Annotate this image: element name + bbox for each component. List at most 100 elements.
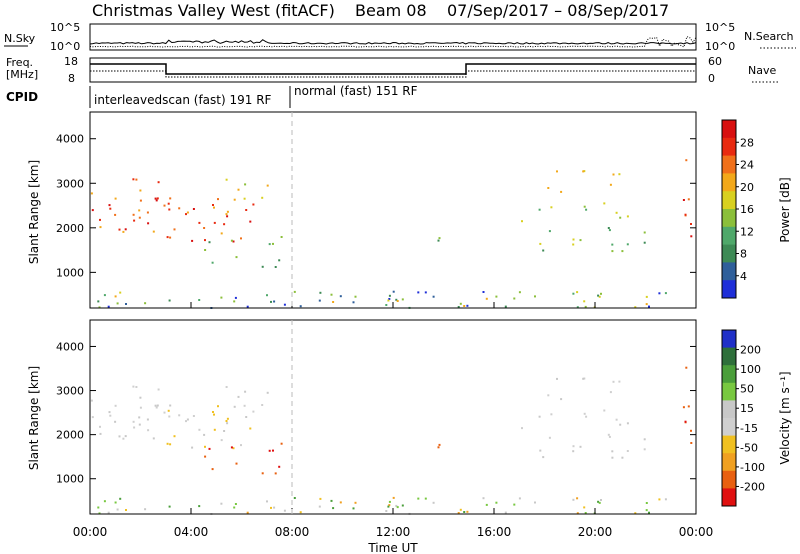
power-cell [244,183,247,186]
power-cell [634,306,637,309]
velocity-colorbar: 200 100 50 15 -15 -50 -100 -200 [721,329,765,507]
velocity-cell [146,418,149,421]
velocity-cell [198,505,201,508]
power-colorbar-swatch [722,155,736,174]
freq-line [90,63,696,75]
velocity-cell [643,448,646,451]
velocity-cell [266,500,268,503]
velocity-cell [513,503,516,506]
velocity-colorbar-tick: 15 [740,402,754,415]
power-cell [220,232,223,235]
power-cell [385,304,388,306]
power-cell [203,227,206,229]
velocity-cell [504,511,507,514]
power-colorbar-swatch [722,209,736,228]
power-cell [225,178,228,181]
velocity-colorbar-swatch [722,435,736,454]
velocity-cell [438,443,441,446]
nsky-tick-top: 10^5 [50,21,80,34]
x-tick-label: 08:00 [275,525,310,539]
velocity-cell [387,505,390,508]
velocity-cell [203,433,206,436]
power-cell [246,305,249,308]
power-cell [133,219,136,222]
velocity-cell [133,426,136,429]
velocity-cell [169,404,172,407]
velocity-cell [388,504,391,507]
velocity-cell [191,446,194,449]
velocity-colorbar-swatch [722,400,736,419]
velocity-cell [178,414,181,417]
velocity-cell [548,436,551,439]
velocity-cell [643,438,646,441]
power-cell [235,256,238,259]
velocity-cell [116,508,119,511]
velocity-cell [220,439,223,442]
power-cell [186,211,189,214]
power-cell [585,208,588,211]
power-cell [114,213,117,216]
freq-label-2: [MHz] [6,68,38,81]
velocity-cell [99,425,101,428]
velocity-cell [220,502,223,505]
power-cell [619,216,622,219]
velocity-cell [457,512,460,514]
velocity-cell [463,511,466,513]
velocity-panel-frame [89,319,697,515]
velocity-cell [169,443,172,446]
velocity-cell [401,504,404,507]
power-cell [609,183,612,186]
velocity-cell [332,507,335,510]
velocity-colorbar-swatch [722,470,736,489]
nsky-label: N.Sky [4,32,36,45]
power-cell [278,259,281,262]
power-cell [548,230,551,233]
power-colorbar-tick: 20 [740,181,754,194]
nsky-tick-bottom: 10^0 [50,40,80,53]
power-cell [583,300,586,303]
power-axes: 1000 2000 3000 4000 [56,112,697,308]
power-cell [245,209,248,211]
power-colorbar-swatch [722,191,736,210]
power-cell [138,209,141,212]
velocity-cell [156,404,159,407]
power-colorbar-tick: 16 [740,203,754,216]
power-cell [550,206,553,209]
velocity-cell [482,497,485,500]
velocity-cell [583,377,586,380]
velocity-cell [212,411,214,413]
power-cell [612,173,615,176]
velocity-cell [612,380,615,383]
velocity-cell [354,501,357,504]
velocity-cell [138,416,141,419]
power-cell [152,230,155,233]
power-cell [547,187,550,189]
velocity-cell [685,366,688,369]
velocity-cell [138,423,141,426]
velocity-cell [217,405,219,408]
x-tick-label: 20:00 [578,525,613,539]
power-cell [318,299,321,302]
power-cell [504,305,507,308]
velocity-cell [274,472,277,475]
power-cell [583,170,586,173]
velocity-axes: 1000 2000 3000 4000 [56,320,697,514]
power-cell [122,230,125,233]
power-cell [584,305,587,308]
power-cell [600,292,602,295]
power-cell [204,239,206,242]
power-cell [645,303,648,306]
velocity-colorbar-tick: 200 [740,344,761,357]
velocity-cell [157,388,160,391]
velocity-cell [583,412,586,415]
power-cell [534,295,536,298]
y-tick-label: 4000 [56,340,84,353]
velocity-cell [608,435,611,438]
power-cell [690,223,692,225]
power-cell [213,221,216,224]
velocity-cell [211,468,214,471]
velocity-cell [690,442,693,444]
power-cell [539,242,542,245]
velocity-colorbar-swatch [722,488,736,507]
power-cell [457,306,460,308]
